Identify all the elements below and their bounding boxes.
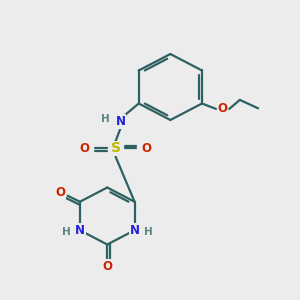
Text: H: H (144, 227, 153, 237)
Text: O: O (218, 102, 228, 116)
Text: S: S (111, 142, 121, 155)
Text: O: O (80, 142, 90, 155)
Text: N: N (130, 224, 140, 237)
Text: O: O (102, 260, 112, 273)
Text: N: N (116, 115, 125, 128)
Text: H: H (100, 113, 109, 124)
Text: N: N (75, 224, 85, 237)
Text: O: O (141, 142, 152, 155)
Text: H: H (61, 227, 70, 237)
Text: O: O (55, 186, 65, 199)
